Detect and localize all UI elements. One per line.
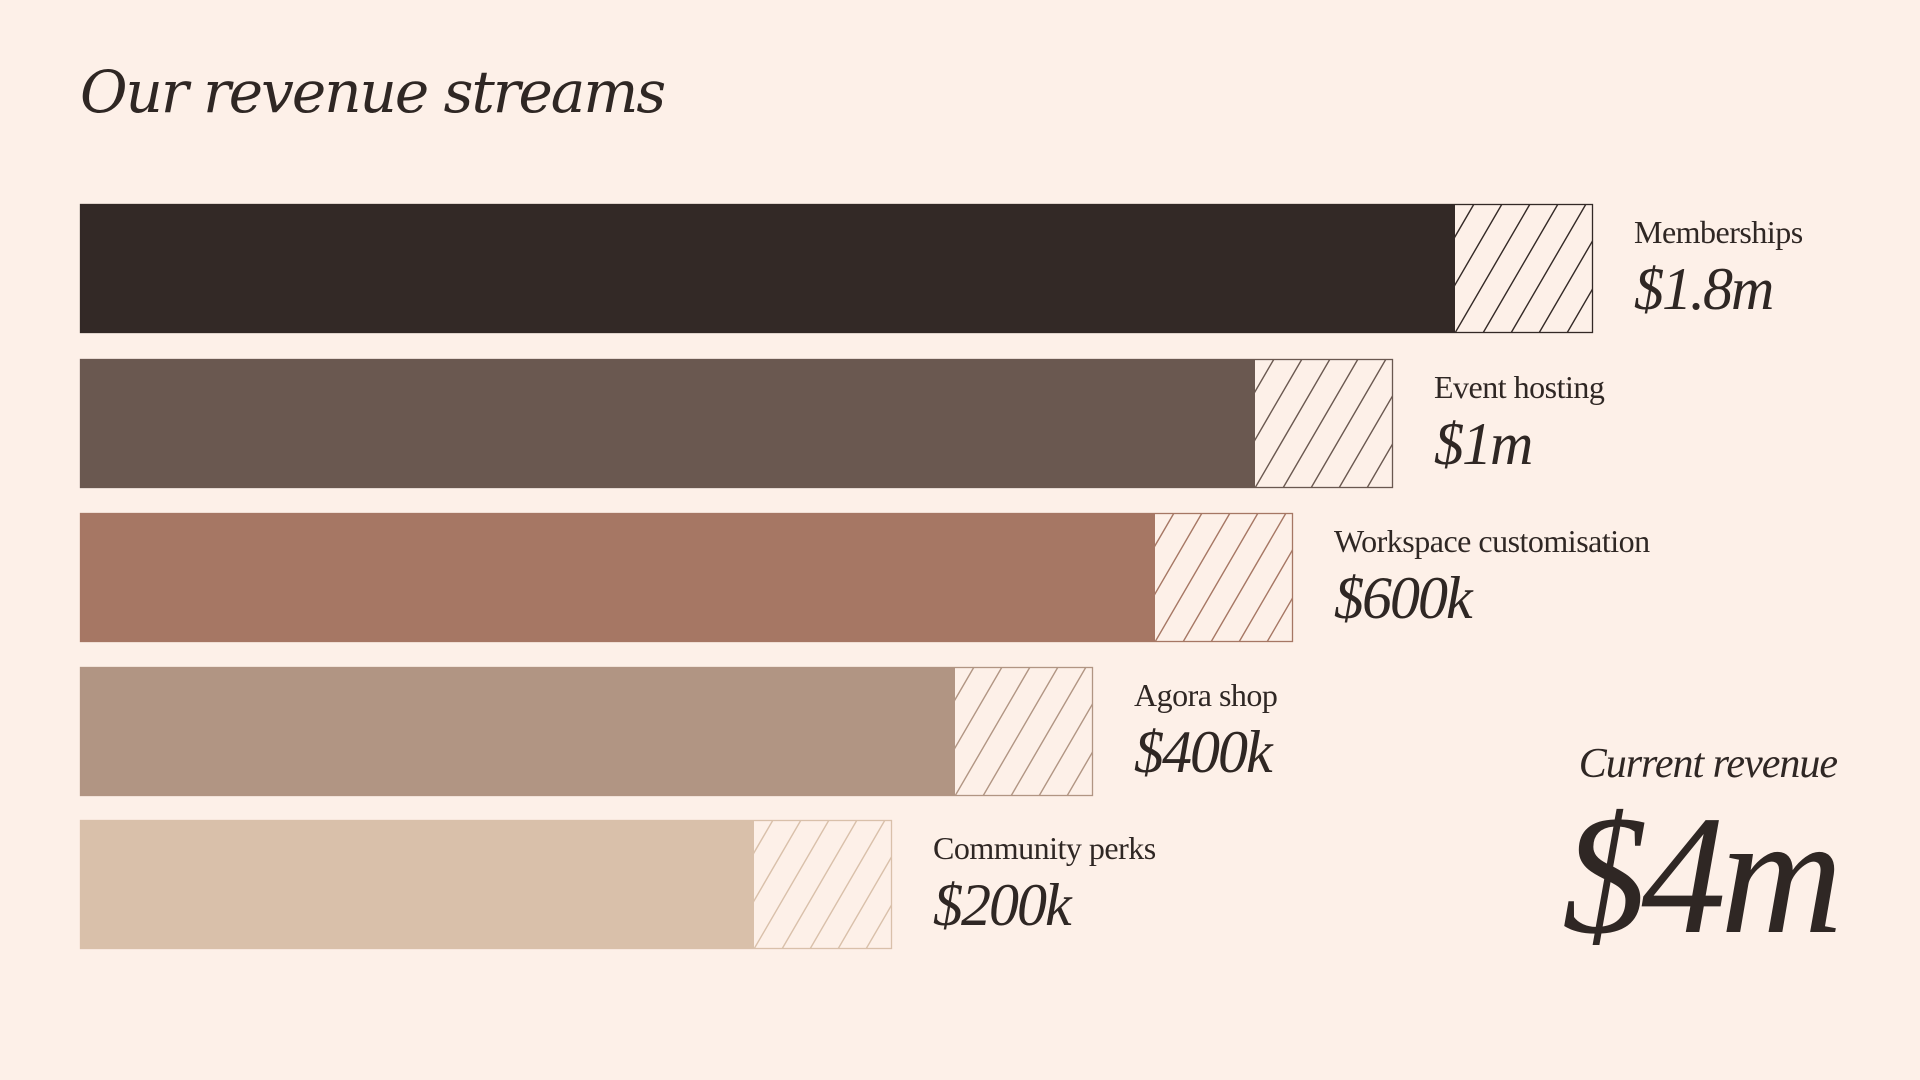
bar-group xyxy=(79,512,1294,643)
bar xyxy=(80,359,1255,488)
value-label: $1m xyxy=(1434,411,1533,477)
bar-projection-hatch xyxy=(1455,204,1593,333)
value-label: $400k xyxy=(1134,719,1273,785)
bar-group xyxy=(79,358,1394,489)
category-label: Workspace customisation xyxy=(1334,523,1650,559)
value-label: $1.8m xyxy=(1634,256,1774,322)
bar-group xyxy=(79,203,1594,334)
current-revenue-value: $4m xyxy=(1562,781,1843,969)
bar-label: Event hosting $1m xyxy=(1434,369,1605,479)
current-revenue-label: Current revenue xyxy=(1578,741,1838,787)
category-label: Event hosting xyxy=(1434,369,1605,405)
category-label: Community perks xyxy=(933,830,1156,866)
category-label: Agora shop xyxy=(1134,677,1278,713)
bar xyxy=(80,513,1155,642)
bar xyxy=(80,820,754,949)
chart-title: Our revenue streams xyxy=(80,58,666,126)
bar-projection-hatch xyxy=(1255,359,1393,488)
bar-projection-hatch xyxy=(754,820,892,949)
bar-group xyxy=(79,819,893,950)
bar-label: Agora shop $400k xyxy=(1134,677,1278,787)
bar-label: Community perks $200k xyxy=(933,830,1156,940)
bar xyxy=(80,204,1455,333)
bar-projection-hatch xyxy=(1155,513,1293,642)
bar xyxy=(80,667,955,796)
bar-label: Workspace customisation $600k xyxy=(1334,523,1650,633)
bar-group xyxy=(79,666,1094,797)
value-label: $600k xyxy=(1334,565,1473,631)
bar-outline xyxy=(79,819,893,950)
bar-projection-hatch xyxy=(955,667,1093,796)
category-label: Memberships xyxy=(1634,214,1803,250)
bar-outline xyxy=(79,203,1594,334)
bar-outline xyxy=(79,512,1294,643)
value-label: $200k xyxy=(933,872,1072,938)
bar-label: Memberships $1.8m xyxy=(1634,214,1803,324)
bar-outline xyxy=(79,358,1394,489)
bar-outline xyxy=(79,666,1094,797)
